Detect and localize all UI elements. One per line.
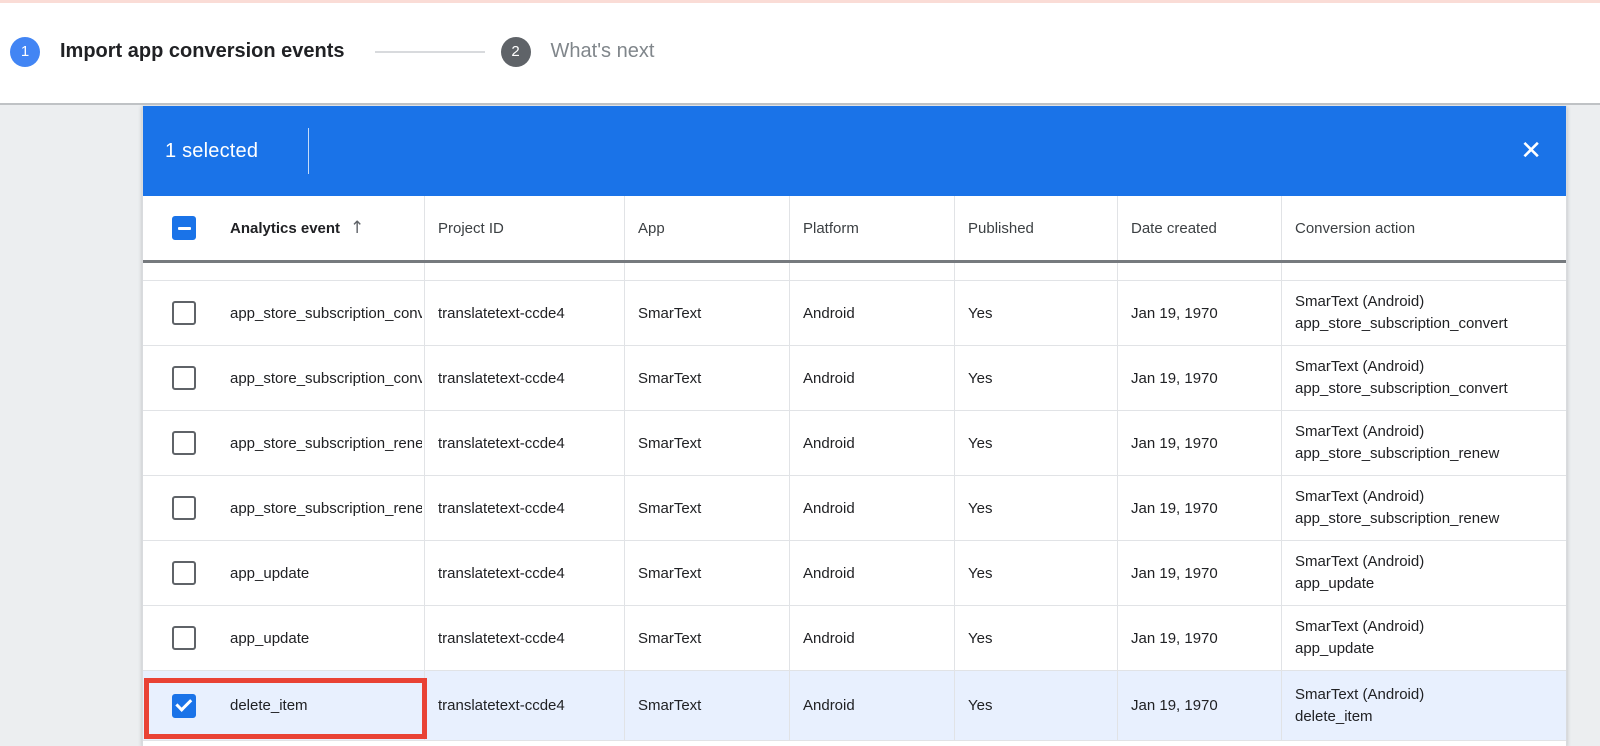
header-app[interactable]: App xyxy=(624,196,789,260)
conversion-action-cell: SmarText (Android) app_store_subscription… xyxy=(1281,476,1566,540)
app-cell: SmarText xyxy=(624,281,789,345)
step-1-label: Import app conversion events xyxy=(60,40,345,62)
row-checkbox[interactable] xyxy=(172,301,196,325)
table-row[interactable]: app_update translatetext-ccde4 SmarText And… xyxy=(143,541,1566,606)
project-id-cell: translatetext-ccde4 xyxy=(424,411,624,475)
platform-cell: Android xyxy=(789,346,954,410)
app-cell: SmarText xyxy=(624,411,789,475)
published-cell: Yes xyxy=(954,671,1117,740)
table-row[interactable]: app_store_subscription_convert translatet… xyxy=(143,346,1566,411)
table-body: app_store_subscription_convert translatet… xyxy=(143,281,1566,741)
platform-cell: Android xyxy=(789,671,954,740)
platform-cell: Android xyxy=(789,606,954,670)
step-1: 1 Import app conversion events xyxy=(10,36,345,67)
conversion-action-cell: SmarText (Android) app_update xyxy=(1281,541,1566,605)
selection-bar: 1 selected ✕ xyxy=(143,106,1566,196)
row-checkbox[interactable] xyxy=(172,496,196,520)
analytics-event-cell: app_store_subscription_renew xyxy=(143,476,424,540)
platform-cell: Android xyxy=(789,281,954,345)
conversion-action-cell: SmarText (Android) app_store_subscription… xyxy=(1281,346,1566,410)
selection-bar-divider xyxy=(308,128,310,174)
events-table-card: 1 selected ✕ Analytics event ↑ Project I… xyxy=(142,106,1567,746)
header-date-created[interactable]: Date created xyxy=(1117,196,1281,260)
analytics-event-cell: app_store_subscription_convert xyxy=(143,281,424,345)
date-created-cell: Jan 19, 1970 xyxy=(1117,281,1281,345)
row-checkbox[interactable] xyxy=(172,366,196,390)
published-cell: Yes xyxy=(954,541,1117,605)
partial-scrolled-row xyxy=(143,263,1566,281)
row-checkbox[interactable] xyxy=(172,693,196,718)
platform-cell: Android xyxy=(789,411,954,475)
project-id-cell: translatetext-ccde4 xyxy=(424,281,624,345)
published-cell: Yes xyxy=(954,281,1117,345)
app-cell: SmarText xyxy=(624,476,789,540)
analytics-event-cell: app_store_subscription_renew xyxy=(143,411,424,475)
analytics-event-name: app_store_subscription_renew xyxy=(230,434,422,452)
analytics-event-cell: app_store_subscription_convert xyxy=(143,346,424,410)
project-id-cell: translatetext-ccde4 xyxy=(424,606,624,670)
analytics-event-cell: delete_item xyxy=(143,671,424,740)
analytics-event-name: app_store_subscription_convert xyxy=(230,369,422,387)
step-2-label: What's next xyxy=(550,40,655,62)
stepper-connector-line xyxy=(374,50,485,53)
project-id-cell: translatetext-ccde4 xyxy=(424,671,624,740)
analytics-event-name: delete_item xyxy=(230,697,308,714)
conversion-action-cell: SmarText (Android) app_store_subscription… xyxy=(1281,281,1566,345)
selection-count: 1 selected xyxy=(165,139,259,162)
analytics-event-cell: app_update xyxy=(143,606,424,670)
platform-cell: Android xyxy=(789,476,954,540)
date-created-cell: Jan 19, 1970 xyxy=(1117,411,1281,475)
analytics-event-name: app_update xyxy=(230,564,310,582)
table-row[interactable]: app_store_subscription_convert translatet… xyxy=(143,281,1566,346)
analytics-event-name: app_update xyxy=(230,629,310,647)
analytics-event-name: app_store_subscription_renew xyxy=(230,499,422,517)
step-2: 2 What's next xyxy=(500,36,655,67)
header-conversion-action[interactable]: Conversion action xyxy=(1281,196,1566,260)
header-project-id[interactable]: Project ID xyxy=(424,196,624,260)
app-cell: SmarText xyxy=(624,606,789,670)
row-checkbox[interactable] xyxy=(172,561,196,585)
header-analytics-event-label: Analytics event xyxy=(230,219,341,237)
sort-ascending-icon: ↑ xyxy=(350,218,365,238)
stepper-header: 1 Import app conversion events 2 What's … xyxy=(0,0,1600,105)
row-checkbox[interactable] xyxy=(172,431,196,455)
published-cell: Yes xyxy=(954,606,1117,670)
published-cell: Yes xyxy=(954,346,1117,410)
project-id-cell: translatetext-ccde4 xyxy=(424,476,624,540)
table-row[interactable]: app_update translatetext-ccde4 SmarText And… xyxy=(143,606,1566,671)
table-row[interactable]: app_store_subscription_renew translatetex… xyxy=(143,411,1566,476)
date-created-cell: Jan 19, 1970 xyxy=(1117,606,1281,670)
app-cell: SmarText xyxy=(624,541,789,605)
app-cell: SmarText xyxy=(624,671,789,740)
close-icon[interactable]: ✕ xyxy=(1520,136,1542,166)
table-row[interactable]: delete_item translatetext-ccde4 SmarText An… xyxy=(143,671,1566,741)
conversion-action-cell: SmarText (Android) app_store_subscription… xyxy=(1281,411,1566,475)
step-1-circle: 1 xyxy=(10,36,40,67)
project-id-cell: translatetext-ccde4 xyxy=(424,541,624,605)
select-all-checkbox[interactable] xyxy=(172,216,196,240)
platform-cell: Android xyxy=(789,541,954,605)
header-platform[interactable]: Platform xyxy=(789,196,954,260)
table-header-row: Analytics event ↑ Project ID App Platfor… xyxy=(143,196,1566,263)
conversion-action-cell: SmarText (Android) delete_item xyxy=(1281,671,1566,740)
step-2-circle: 2 xyxy=(500,36,531,67)
table-row[interactable]: app_store_subscription_renew translatetex… xyxy=(143,476,1566,541)
published-cell: Yes xyxy=(954,411,1117,475)
conversion-action-cell: SmarText (Android) app_update xyxy=(1281,606,1566,670)
header-analytics-event[interactable]: Analytics event ↑ xyxy=(143,196,424,260)
date-created-cell: Jan 19, 1970 xyxy=(1117,346,1281,410)
app-cell: SmarText xyxy=(624,346,789,410)
analytics-event-cell: app_update xyxy=(143,541,424,605)
analytics-event-name: app_store_subscription_convert xyxy=(230,304,422,322)
published-cell: Yes xyxy=(954,476,1117,540)
top-accent-line xyxy=(0,0,1600,3)
project-id-cell: translatetext-ccde4 xyxy=(424,346,624,410)
date-created-cell: Jan 19, 1970 xyxy=(1117,541,1281,605)
date-created-cell: Jan 19, 1970 xyxy=(1117,476,1281,540)
header-published[interactable]: Published xyxy=(954,196,1117,260)
date-created-cell: Jan 19, 1970 xyxy=(1117,671,1281,740)
row-checkbox[interactable] xyxy=(172,626,196,650)
